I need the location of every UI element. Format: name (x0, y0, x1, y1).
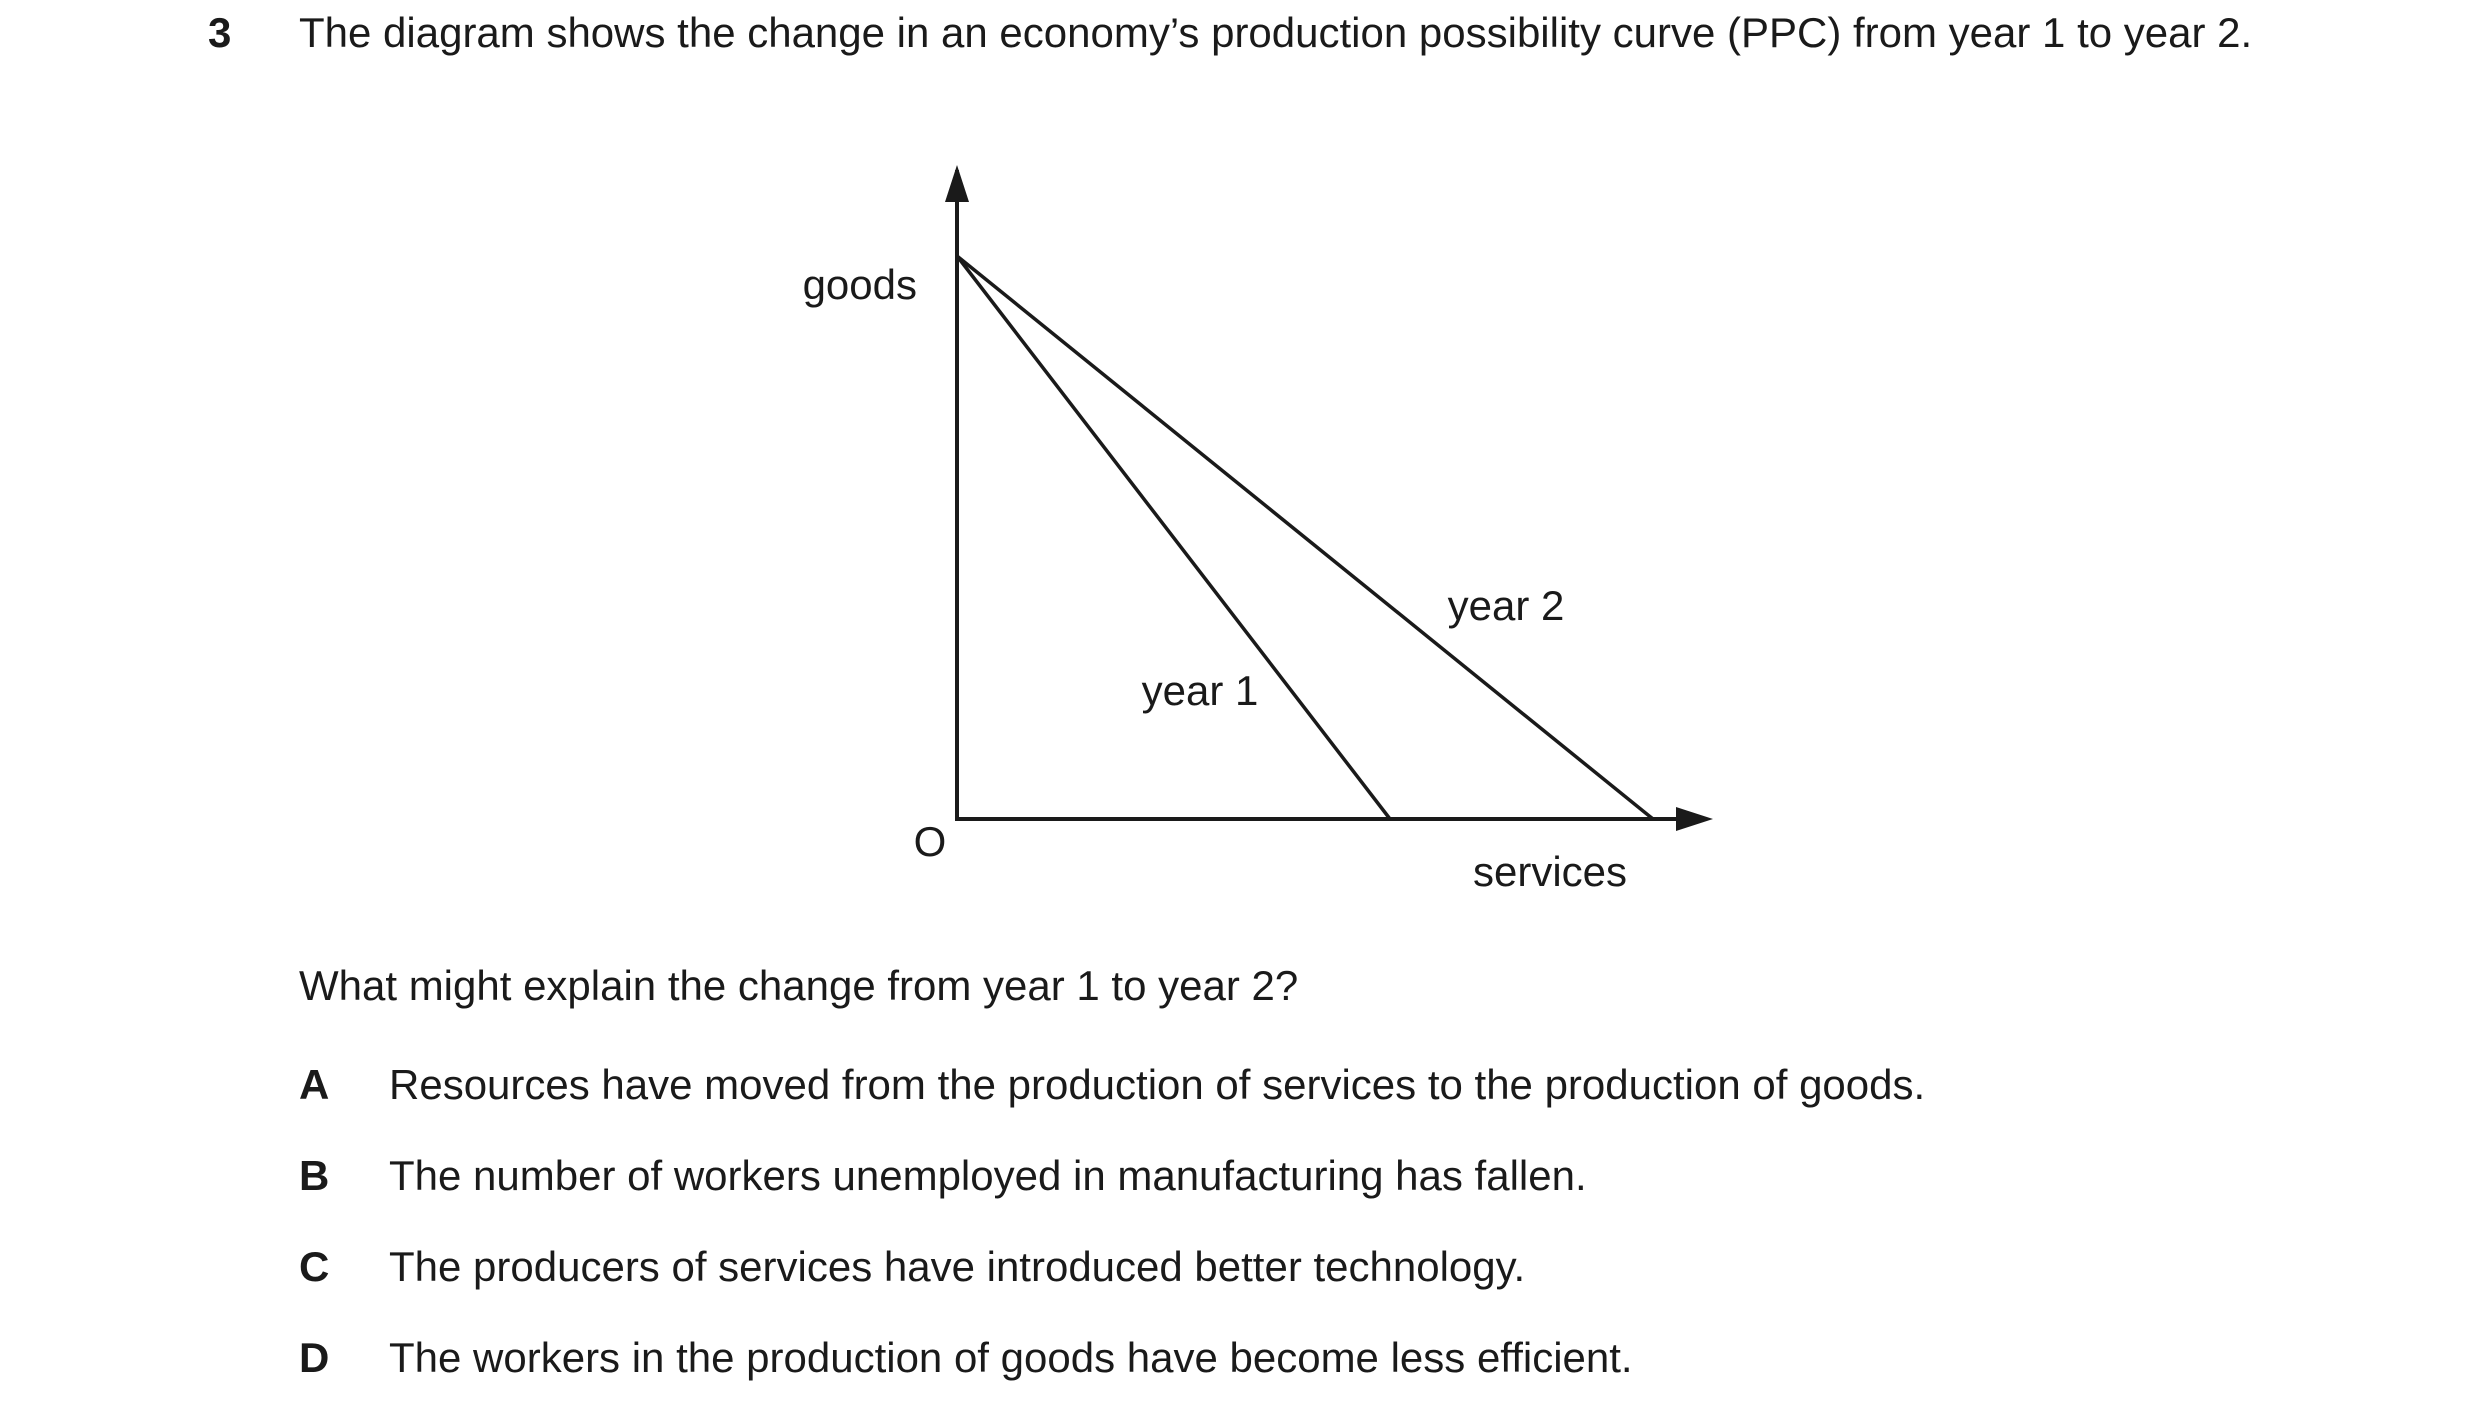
option-text: The number of workers unemployed in manu… (389, 1152, 1587, 1199)
question-number: 3 (208, 9, 232, 56)
origin-label: O (914, 818, 947, 865)
y-axis-label: goods (803, 261, 917, 308)
option-letter: D (299, 1334, 330, 1381)
curve-label: year 1 (1142, 667, 1259, 714)
option-text: The producers of services have introduce… (389, 1243, 1526, 1290)
option-text: The workers in the production of goods h… (389, 1334, 1633, 1381)
question-text: The diagram shows the change in an econo… (299, 9, 2253, 56)
x-arrow (1676, 807, 1713, 831)
option-text: Resources have moved from the production… (389, 1061, 1926, 1108)
ppc-year-2 (955, 254, 1655, 821)
option-letter: A (299, 1061, 330, 1108)
question-prompt: What might explain the change from year … (299, 962, 1299, 1009)
option-letter: C (299, 1243, 330, 1290)
curve-label: year 2 (1448, 582, 1565, 629)
y-arrow (945, 165, 969, 202)
x-axis-label: services (1473, 848, 1627, 895)
ppc-year-1 (955, 254, 1392, 821)
option-letter: B (299, 1152, 330, 1199)
